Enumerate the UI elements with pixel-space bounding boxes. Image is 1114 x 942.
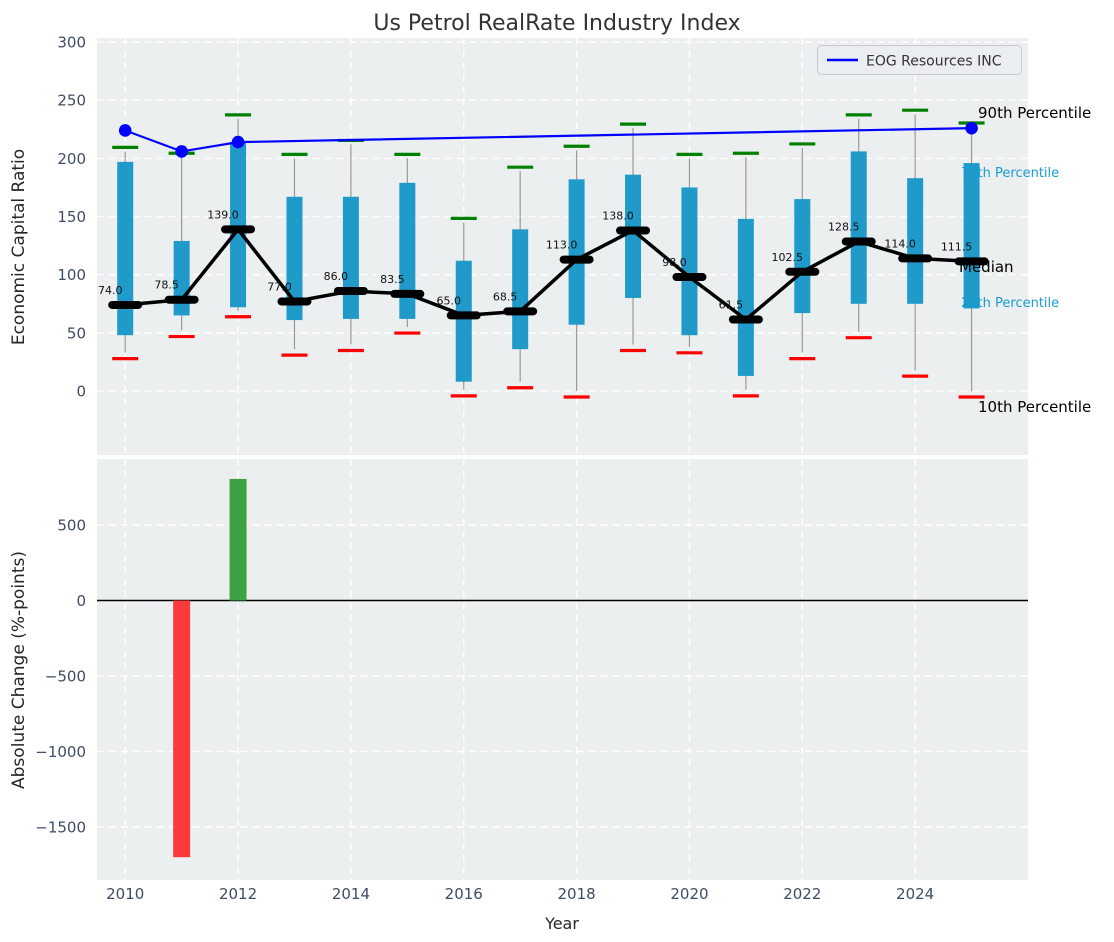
median-value-label-2020: 98.0 [662,256,687,269]
median-marker-2011 [164,295,199,304]
iqr-box-2021 [737,218,754,376]
iqr-box-2022 [794,199,811,314]
top-y-tick-100: 100 [57,266,86,284]
median-value-label-2023: 128.5 [828,221,860,234]
legend: EOG Resources INC [817,45,1022,75]
tick-labels-layer: 0 50 100 150 200 250 300 500 0 −500 −1000 −1500 2010… [35,34,934,903]
top-y-tick-50: 50 [67,324,86,342]
median-marker-2013 [277,297,312,306]
x-tick-2014: 2014 [332,885,370,903]
top-y-tick-0: 0 [76,383,86,401]
iqr-box-2024 [907,178,924,304]
iqr-box-2020 [681,187,698,336]
median-value-label-2024: 114.0 [884,237,916,250]
chart-title: Us Petrol RealRate Industry Index [373,11,740,36]
x-tick-2020: 2020 [670,885,708,903]
positive-change-bar-2012 [229,478,247,601]
annotation-median: Median [959,258,1014,276]
iqr-box-2016 [455,260,472,382]
median-value-label-2019: 138.0 [602,210,634,223]
eog-series-layer [118,121,978,158]
median-marker-2018 [559,255,594,264]
top-y-tick-150: 150 [57,208,86,226]
median-marker-2024 [898,254,933,263]
median-value-label-2011: 78.5 [154,279,179,292]
change-bars-layer [97,478,1028,858]
x-tick-2016: 2016 [445,885,483,903]
iqr-box-2012 [230,142,247,308]
median-marker-2025 [954,257,989,266]
median-marker-2010 [108,300,143,309]
median-value-label-2010: 74.0 [98,284,123,297]
legend-label: EOG Resources INC [866,54,1002,70]
median-marker-2012 [221,225,256,234]
iqr-box-2015 [399,182,416,319]
x-tick-2012: 2012 [219,885,257,903]
median-value-label-2014: 86.0 [324,270,349,283]
median-value-label-2012: 139.0 [207,208,239,221]
median-value-label-2016: 65.0 [437,294,462,307]
iqr-box-2019 [625,174,642,298]
annotation-10th-percentile: 10th Percentile [978,398,1091,416]
bottom-y-tick-500: 500 [57,516,86,534]
bottom-y-tick--500: −500 [45,667,86,685]
x-tick-2024: 2024 [896,885,934,903]
annotation-90th-percentile: 90th Percentile [978,104,1091,122]
median-line-layer: 74.0 78.5 139.0 77.0 86.0 83.5 65.0 68.5 113.0 13… [98,208,989,324]
legend-box [817,45,1022,75]
median-value-label-2022: 102.5 [772,251,804,264]
x-tick-2018: 2018 [558,885,596,903]
median-marker-2016 [446,311,481,320]
median-value-label-2018: 113.0 [546,239,578,252]
top-y-tick-250: 250 [57,92,86,110]
eog-line [124,127,972,153]
eog-marker-2010 [118,124,132,137]
annotation-25th-percentile: 25th Percentile [961,296,1059,311]
bottom-y-tick-0: 0 [76,592,86,610]
boxplot-layer [112,108,985,399]
median-value-label-2025: 111.5 [941,240,973,253]
eog-marker-2025 [965,121,978,135]
iqr-box-2023 [850,151,867,304]
top-y-tick-300: 300 [57,34,86,52]
median-value-label-2021: 61.5 [719,298,744,311]
negative-change-bar-2011 [173,600,191,858]
bottom-y-axis-label: Absolute Change (%-points) [9,551,29,789]
median-marker-2015 [390,289,425,298]
eog-marker-2011 [175,145,188,158]
x-tick-2022: 2022 [783,885,821,903]
bottom-y-tick--1000: −1000 [35,743,86,761]
median-marker-2020 [672,273,707,282]
median-line [125,226,972,322]
median-value-label-2017: 68.5 [493,290,518,303]
median-marker-2021 [728,315,763,324]
bottom-axes-background [97,459,1028,880]
median-marker-2017 [503,307,538,316]
iqr-box-2013 [286,196,303,321]
median-marker-2022 [785,267,820,276]
iqr-box-2025 [963,163,980,309]
top-y-tick-200: 200 [57,150,86,168]
x-tick-2010: 2010 [106,885,144,903]
bottom-y-tick--1500: −1500 [35,818,86,836]
median-value-label-2013: 77.0 [267,280,292,293]
iqr-box-2010 [117,161,134,336]
median-marker-2023 [841,237,876,246]
median-marker-2014 [333,286,368,295]
x-axis-label: Year [544,914,579,933]
annotation-75th-percentile: 75th Percentile [961,166,1059,181]
median-marker-2019 [616,226,651,235]
iqr-box-2018 [568,179,585,325]
eog-marker-2012 [231,135,245,149]
iqr-box-2017 [512,229,529,350]
iqr-box-2014 [342,196,359,319]
top-y-axis-label: Economic Capital Ratio [9,149,29,345]
median-value-label-2015: 83.5 [380,273,405,286]
